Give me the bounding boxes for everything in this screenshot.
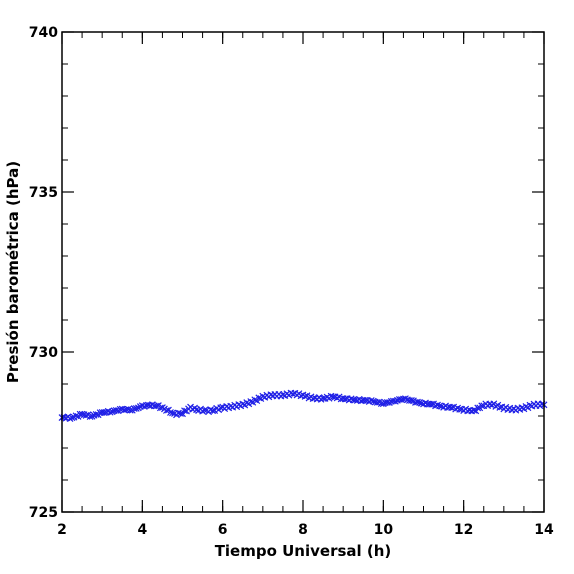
data-point <box>397 396 405 404</box>
data-point <box>82 412 90 419</box>
y-axis-title: Presión barométrica (hPa) <box>4 161 22 383</box>
data-point <box>361 396 369 404</box>
data-point <box>106 408 114 416</box>
data-point <box>179 410 186 418</box>
data-point <box>478 402 486 410</box>
data-point <box>255 394 263 402</box>
major-ticks <box>61 31 545 513</box>
data-point <box>373 399 381 406</box>
x-axis-title: Tiempo Universal (h) <box>215 542 392 560</box>
data-point <box>379 400 387 408</box>
data-point <box>347 395 355 403</box>
data-point <box>152 402 160 410</box>
data-point <box>526 401 534 409</box>
data-point <box>319 394 327 402</box>
data-point <box>391 397 399 405</box>
data-point <box>100 409 108 417</box>
data-point <box>317 395 325 403</box>
y-tick-label: 725 <box>29 505 58 521</box>
data-point <box>333 394 341 402</box>
data-point <box>199 407 207 415</box>
data-point <box>341 395 349 403</box>
y-tick-label: 730 <box>29 345 58 361</box>
y-tick-label: 735 <box>29 185 58 201</box>
x-tick-label: 14 <box>534 522 554 538</box>
plot-frame <box>61 31 545 513</box>
x-tick-labels: 2 4 6 8 10 12 14 <box>57 522 554 538</box>
x-tick-label: 4 <box>137 522 147 538</box>
data-point <box>239 400 247 408</box>
x-tick-label: 2 <box>57 522 67 538</box>
data-point <box>279 391 287 399</box>
data-point <box>408 397 415 404</box>
data-point <box>456 405 464 413</box>
x-tick-label: 8 <box>298 522 308 538</box>
x-tick-label: 6 <box>218 522 228 538</box>
data-point <box>177 410 184 417</box>
data-point <box>92 410 100 418</box>
data-point <box>377 400 385 408</box>
data-point <box>156 404 164 412</box>
data-point <box>140 403 148 410</box>
data-point <box>474 404 482 412</box>
minor-ticks <box>61 31 545 513</box>
data-point <box>247 398 255 405</box>
data-point <box>169 409 176 417</box>
data-point <box>416 399 423 406</box>
data-points <box>58 389 548 422</box>
data-point <box>217 404 225 412</box>
x-tick-label: 10 <box>374 522 394 538</box>
data-point <box>167 409 174 416</box>
data-point <box>289 390 297 398</box>
data-point <box>181 407 188 415</box>
data-point <box>126 406 134 414</box>
y-tick-labels: 725 730 735 740 <box>29 25 58 521</box>
data-point <box>209 407 217 415</box>
data-point <box>88 412 96 420</box>
y-tick-label: 740 <box>29 25 58 41</box>
x-tick-label: 12 <box>454 522 473 538</box>
data-point <box>227 402 235 410</box>
data-point <box>428 400 435 408</box>
data-point <box>436 402 443 410</box>
data-point <box>301 392 309 400</box>
data-point <box>434 401 441 409</box>
data-point <box>163 407 170 414</box>
data-point <box>72 412 80 420</box>
data-point <box>207 406 215 413</box>
data-point <box>367 397 375 404</box>
data-point <box>78 410 86 418</box>
data-point <box>86 413 94 420</box>
data-point <box>472 407 480 415</box>
data-point <box>66 415 74 422</box>
data-point <box>383 399 391 406</box>
data-point <box>369 397 377 405</box>
data-point <box>496 403 504 411</box>
data-point <box>470 406 478 414</box>
data-point <box>414 398 421 406</box>
data-point <box>108 408 116 416</box>
data-point <box>124 405 132 413</box>
data-point <box>132 405 140 412</box>
data-point <box>112 407 120 414</box>
data-point <box>329 393 337 401</box>
data-point <box>201 406 209 414</box>
data-point <box>518 404 526 412</box>
data-point <box>68 414 76 422</box>
data-point <box>251 396 259 404</box>
data-point <box>448 404 456 412</box>
